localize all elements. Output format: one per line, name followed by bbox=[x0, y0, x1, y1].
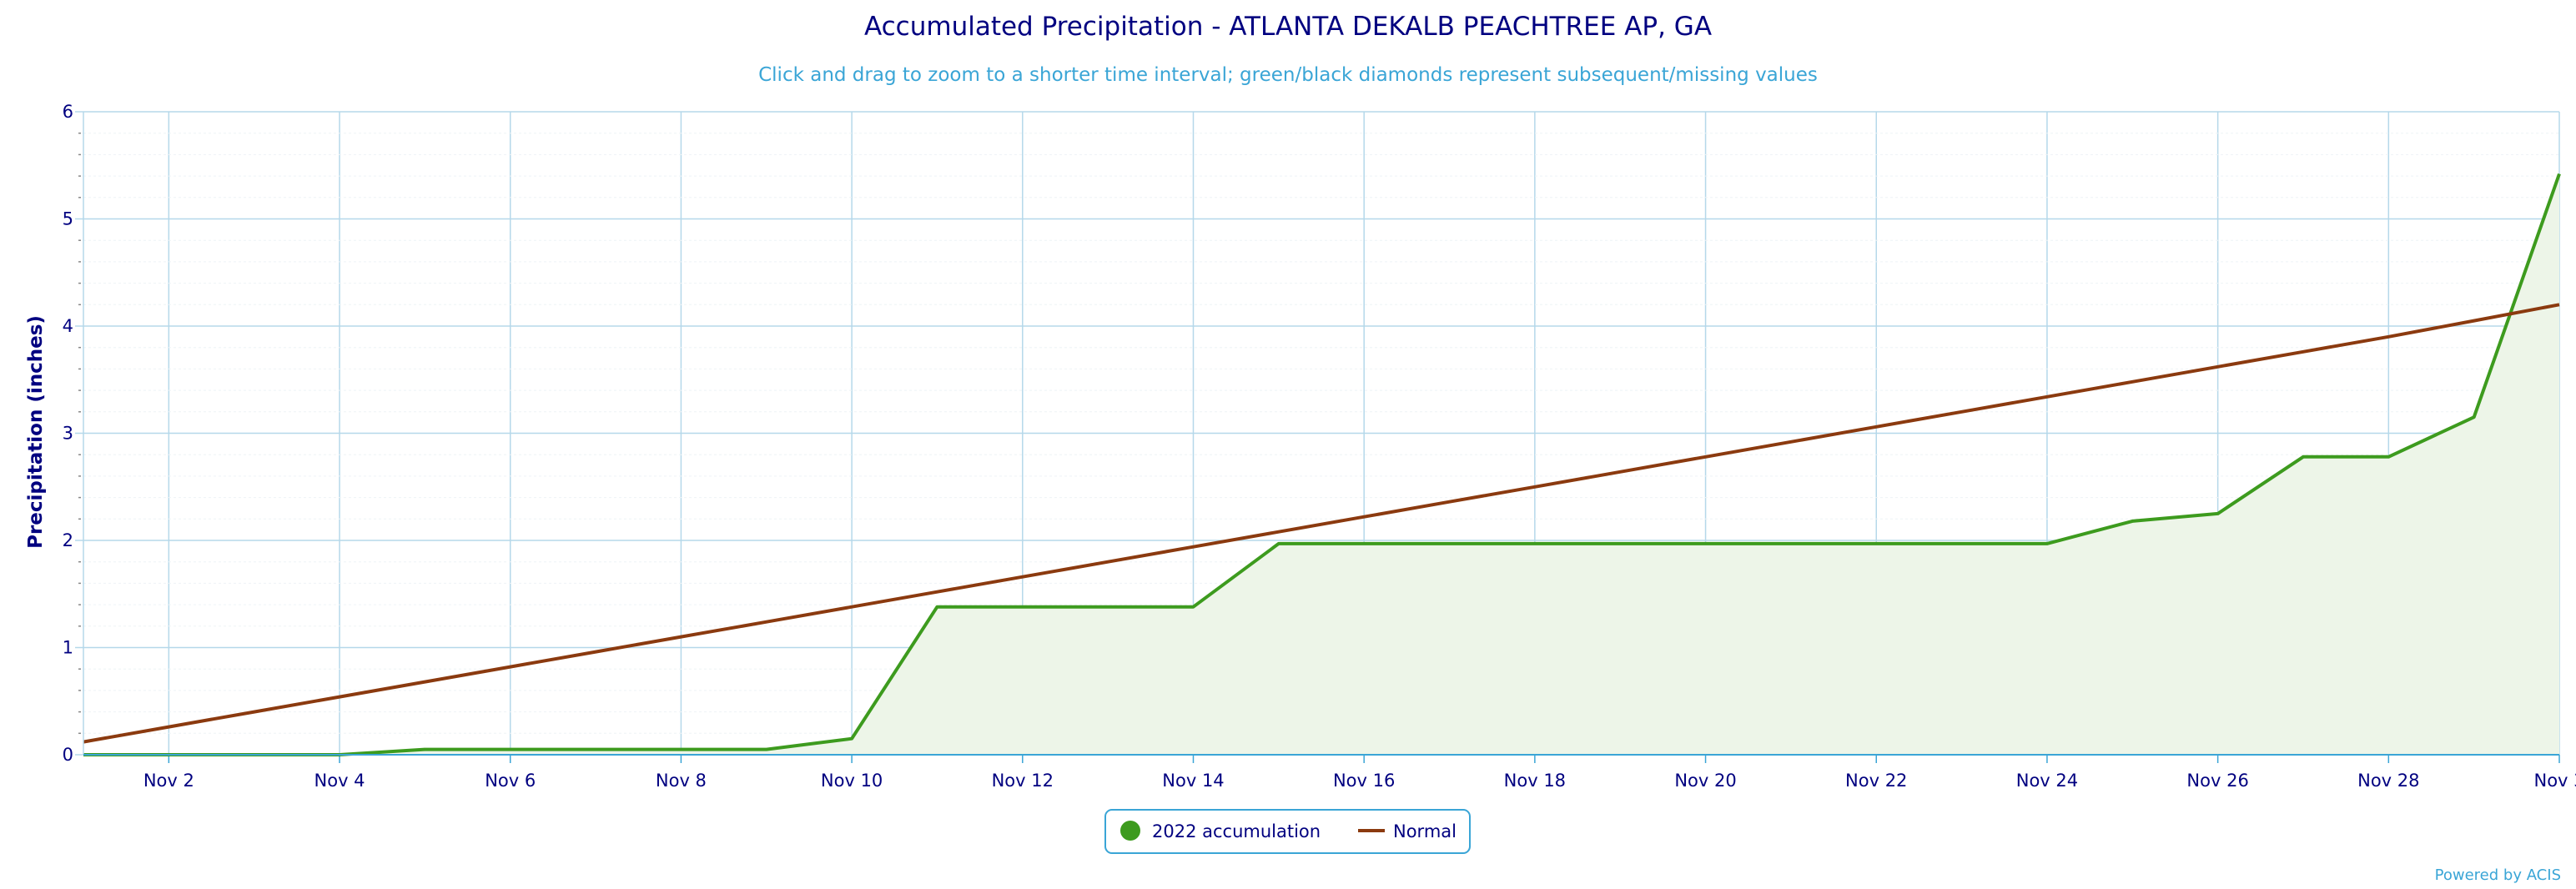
legend-box bbox=[1104, 809, 1471, 854]
series-line-normal[interactable] bbox=[83, 303, 2560, 744]
x-tick-label: Nov 8 bbox=[656, 771, 707, 791]
chart-title: Accumulated Precipitation - ATLANTA DEKA… bbox=[864, 12, 1712, 42]
powered-by-credit[interactable]: Powered by ACIS bbox=[2435, 866, 2561, 884]
y-tick-label: 6 bbox=[63, 102, 73, 122]
series-area-0 bbox=[83, 173, 2559, 755]
y-tick-label: 2 bbox=[63, 530, 73, 550]
tick-labels: 0 1 2 3 4 5 6 Nov 2 Nov 4 Nov 6 Nov 8 Nov 10 Nov 12 N… bbox=[63, 102, 2576, 791]
y-tick-label: 0 bbox=[63, 745, 73, 765]
x-tick-label: Nov 24 bbox=[2016, 771, 2078, 791]
axes bbox=[83, 112, 2559, 756]
legend-marker-2022 bbox=[1120, 821, 1140, 841]
x-tick-label: Nov 28 bbox=[2357, 771, 2419, 791]
legend-label-2022: 2022 accumulation bbox=[1152, 821, 1321, 841]
series-line-2022-accumulation[interactable] bbox=[83, 173, 2561, 756]
x-tick-label: Nov 12 bbox=[992, 771, 1054, 791]
x-tick-label: Nov 16 bbox=[1333, 771, 1395, 791]
legend[interactable]: 2022 accumulation Normal bbox=[1104, 809, 1471, 854]
y-tick-label: 1 bbox=[63, 638, 73, 658]
legend-item-normal[interactable]: Normal bbox=[1358, 821, 1457, 841]
y-tick-label: 3 bbox=[63, 424, 73, 444]
series-lines[interactable] bbox=[78, 169, 2564, 760]
y-axis-label: Precipitation (inches) bbox=[25, 315, 47, 549]
y-tick-label: 5 bbox=[63, 209, 73, 229]
chart-subtitle: Click and drag to zoom to a shorter time… bbox=[758, 64, 1818, 86]
x-tick-label: Nov 26 bbox=[2186, 771, 2248, 791]
legend-label-normal: Normal bbox=[1393, 821, 1457, 841]
x-tick-label: Nov 6 bbox=[485, 771, 536, 791]
x-tick-label: Nov 10 bbox=[821, 771, 883, 791]
x-tick-label: Nov 14 bbox=[1162, 771, 1224, 791]
x-tick-label: Nov 22 bbox=[1845, 771, 1907, 791]
x-tick-label: Nov 18 bbox=[1504, 771, 1566, 791]
legend-item-2022-accumulation[interactable]: 2022 accumulation bbox=[1120, 821, 1321, 841]
x-tick-label: Nov 20 bbox=[1674, 771, 1736, 791]
x-tick-label: Nov 4 bbox=[314, 771, 365, 791]
x-tick-label: Nov 3 bbox=[2533, 771, 2576, 791]
y-tick-label: 4 bbox=[63, 316, 73, 336]
x-tick-label: Nov 2 bbox=[143, 771, 194, 791]
plot-area[interactable] bbox=[83, 173, 2559, 756]
